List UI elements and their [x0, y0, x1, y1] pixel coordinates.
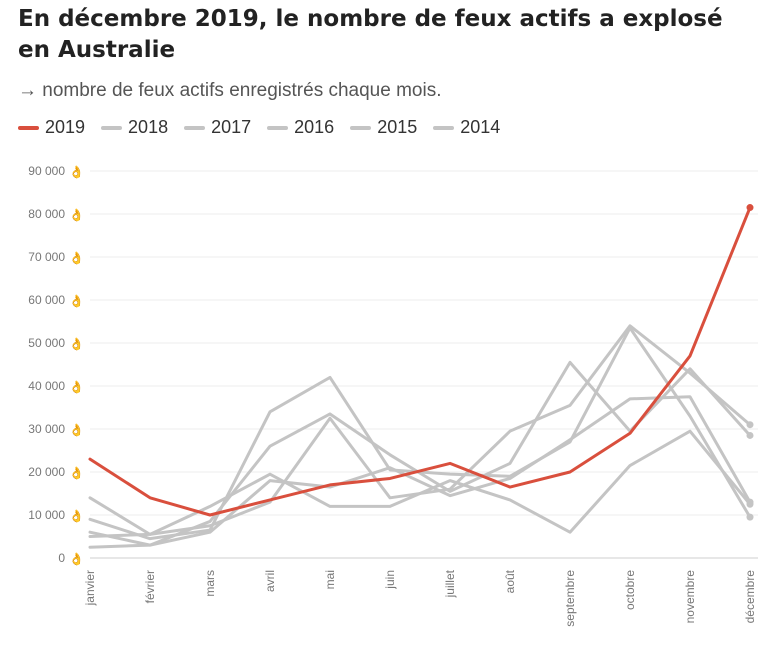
- series-line-2015[interactable]: [88, 324, 752, 538]
- series-end-point-2014: [746, 498, 754, 506]
- series-line-2014[interactable]: [88, 395, 752, 549]
- legend-item-2016[interactable]: 2016: [267, 117, 334, 138]
- y-tick-label: 30 000: [28, 422, 65, 436]
- ok-hand-icon: 👌: [69, 208, 84, 222]
- legend-swatch: [433, 125, 455, 130]
- legend-swatch: [184, 125, 206, 130]
- x-tick-label: octobre: [623, 570, 637, 610]
- ok-hand-icon: 👌: [69, 380, 84, 394]
- ok-hand-icon: 👌: [69, 466, 84, 480]
- ok-hand-icon: 👌: [69, 552, 84, 566]
- x-tick-label: septembre: [563, 570, 577, 627]
- ok-hand-icon: 👌: [69, 423, 84, 437]
- chart-title: En décembre 2019, le nombre de feux acti…: [18, 6, 723, 63]
- x-tick-label: janvier: [83, 570, 97, 606]
- ok-hand-icon: 👌: [69, 509, 84, 523]
- legend-swatch: [101, 125, 123, 130]
- legend-item-2019[interactable]: 2019: [18, 117, 85, 138]
- series-end-point-2016: [746, 431, 754, 439]
- legend-swatch: [350, 125, 372, 130]
- chart-subtitle: → nombre de feux actifs enregistrés chaq…: [18, 80, 442, 101]
- y-tick-label: 40 000: [28, 379, 65, 393]
- series-end-point-2018: [746, 513, 754, 521]
- x-tick-label: mars: [203, 570, 217, 597]
- legend-label: 2015: [377, 117, 418, 137]
- ok-hand-icon: 👌: [69, 251, 84, 265]
- y-tick-label: 50 000: [28, 336, 65, 350]
- legend-item-2018[interactable]: 2018: [101, 117, 168, 138]
- x-tick-label: décembre: [743, 570, 757, 624]
- series-line-2018[interactable]: [88, 326, 752, 541]
- legend-item-2017[interactable]: 2017: [184, 117, 251, 138]
- series-end-point-2015: [746, 421, 754, 429]
- legend-label: 2019: [45, 117, 86, 137]
- legend-item-2015[interactable]: 2015: [350, 117, 417, 138]
- y-tick-label: 10 000: [28, 508, 65, 522]
- x-tick-label: mai: [323, 570, 337, 589]
- legend-item-2014[interactable]: 2014: [433, 117, 500, 138]
- legend-label: 2014: [460, 117, 501, 137]
- y-tick-label: 60 000: [28, 293, 65, 307]
- series-line-2019[interactable]: [88, 206, 752, 517]
- y-tick-label: 80 000: [28, 207, 65, 221]
- legend-label: 2016: [294, 117, 335, 137]
- legend-label: 2017: [211, 117, 252, 137]
- series-end-point-2019: [746, 204, 754, 212]
- y-tick-label: 70 000: [28, 250, 65, 264]
- x-tick-label: juin: [383, 570, 397, 590]
- legend-label: 2018: [128, 117, 169, 137]
- legend-swatch: [267, 125, 289, 130]
- ok-hand-icon: 👌: [69, 165, 84, 179]
- chart-legend: 2019 2018 2017 2016 2015 2014: [18, 117, 516, 138]
- y-tick-label: 20 000: [28, 465, 65, 479]
- x-tick-label: février: [143, 570, 157, 603]
- x-tick-label: novembre: [683, 570, 697, 624]
- x-tick-label: août: [503, 569, 517, 593]
- x-tick-label: juillet: [443, 569, 457, 598]
- x-tick-label: avril: [263, 570, 277, 592]
- y-tick-label: 0: [58, 551, 65, 565]
- ok-hand-icon: 👌: [69, 294, 84, 308]
- y-tick-label: 90 000: [28, 164, 65, 178]
- ok-hand-icon: 👌: [69, 337, 84, 351]
- legend-swatch: [18, 125, 39, 130]
